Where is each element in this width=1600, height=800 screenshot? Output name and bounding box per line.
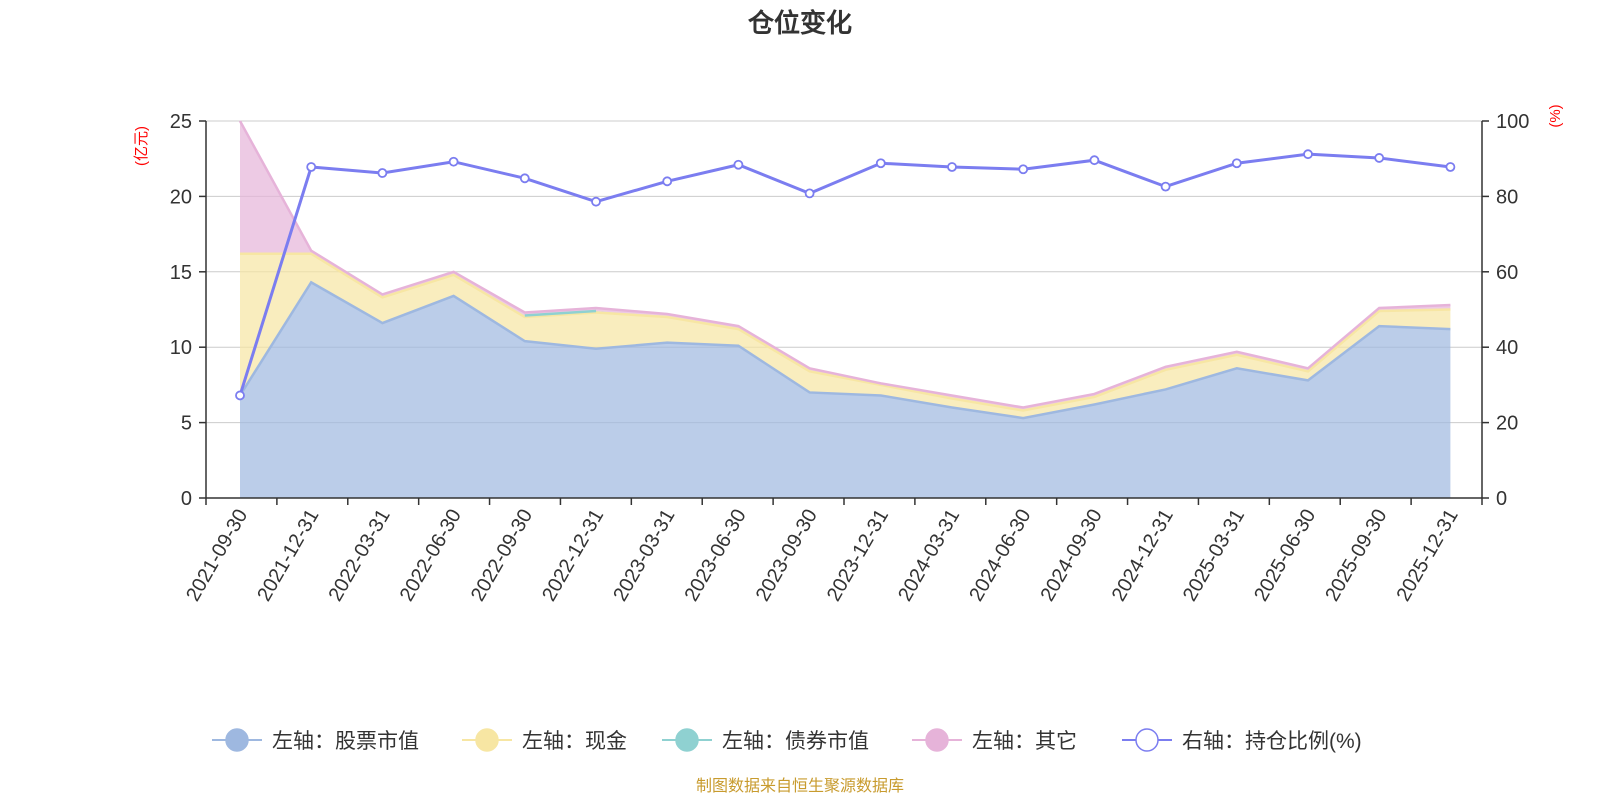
x-tick-label-2022-03-31: 2022-03-31 (325, 506, 395, 606)
ratio-point-2025-03-31 (1231, 158, 1242, 169)
ratio-line (235, 149, 1456, 401)
left-tick-label-15: 15 (170, 262, 192, 284)
ratio-line-path (238, 152, 1451, 396)
ratio-point-2021-09-30 (235, 390, 245, 401)
legend-item-stock[interactable]: 左轴：股票市值 (212, 728, 419, 753)
legend-label-bond: 左轴：债券市值 (722, 730, 869, 753)
legend-label-ratio: 右轴：持仓比例(%) (1182, 730, 1362, 753)
legend-item-bond[interactable]: 左轴：债券市值 (662, 728, 869, 753)
legend-item-cash[interactable]: 左轴：现金 (462, 728, 627, 753)
x-tick-label-2025-09-30: 2025-09-30 (1321, 506, 1391, 606)
ratio-point-2024-12-31 (1160, 181, 1171, 192)
legend-marker-bond (675, 728, 699, 752)
data-source: 制图数据来自恒生聚源数据库 (696, 777, 904, 795)
left-axis-unit: (亿元) (133, 126, 150, 166)
x-tick-label-2025-03-31: 2025-03-31 (1179, 506, 1249, 606)
x-tick-label-2021-09-30: 2021-09-30 (182, 506, 252, 606)
left-tick-label-5: 5 (181, 413, 192, 435)
ratio-point-2025-12-31 (1445, 162, 1456, 172)
x-tick-label-2023-12-31: 2023-12-31 (823, 506, 893, 606)
left-tick-label-10: 10 (170, 337, 192, 359)
line-cash (240, 252, 1451, 412)
legend-item-ratio[interactable]: 右轴：持仓比例(%) (1122, 728, 1362, 753)
x-tick-label-2023-06-30: 2023-06-30 (681, 506, 751, 606)
right-tick-label-60: 60 (1496, 262, 1518, 284)
legend-label-cash: 左轴：现金 (522, 730, 627, 753)
ratio-point-2021-12-31 (306, 162, 317, 172)
x-tick-label-2022-09-30: 2022-09-30 (467, 506, 537, 606)
ratio-point-2024-09-30 (1089, 155, 1100, 166)
legend-item-other[interactable]: 左轴：其它 (912, 728, 1077, 753)
left-tick-label-0: 0 (181, 488, 192, 510)
line-bond (524, 309, 597, 317)
legend-label-other: 左轴：其它 (972, 730, 1077, 753)
ratio-point-2023-12-31 (875, 158, 886, 169)
legend-marker-other (925, 728, 949, 752)
right-tick-label-40: 40 (1496, 337, 1518, 359)
x-tick-label-2022-06-30: 2022-06-30 (396, 505, 466, 605)
ratio-point-2022-12-31 (591, 196, 601, 207)
x-tick-label-2023-03-31: 2023-03-31 (609, 506, 679, 606)
x-tick-label-2022-12-31: 2022-12-31 (538, 506, 608, 606)
legend-label-stock: 左轴：股票市值 (272, 730, 419, 753)
left-tick-label-25: 25 (170, 111, 192, 133)
x-tick-label-2025-06-30: 2025-06-30 (1250, 506, 1320, 606)
right-tick-label-20: 20 (1496, 413, 1518, 435)
legend-marker-cash (475, 728, 499, 752)
ratio-point-2022-06-30 (448, 156, 459, 167)
x-tick-label-2023-09-30: 2023-09-30 (752, 506, 822, 606)
right-tick-label-0: 0 (1496, 488, 1507, 510)
x-tick-label-2024-09-30: 2024-09-30 (1037, 506, 1107, 606)
stacked-areas (238, 120, 1451, 498)
ratio-point-2022-09-30 (519, 173, 530, 184)
right-tick-label-100: 100 (1496, 111, 1529, 133)
line-stock (238, 280, 1451, 420)
x-tick-label-2024-06-30: 2024-06-30 (965, 506, 1035, 606)
left-tick-label-20: 20 (170, 186, 192, 208)
x-tick-label-2021-12-31: 2021-12-31 (253, 506, 323, 606)
right-tick-label-80: 80 (1496, 186, 1518, 208)
ratio-point-2022-03-31 (377, 168, 388, 178)
legend-marker-stock (225, 728, 249, 752)
x-tick-label-2025-12-31: 2025-12-31 (1393, 506, 1463, 606)
right-axis-unit: (%) (1547, 104, 1564, 127)
line-other (238, 120, 1451, 409)
area-stock (240, 282, 1451, 498)
ratio-point-2023-06-30 (733, 159, 744, 170)
ratio-point-2024-06-30 (1018, 164, 1029, 175)
x-tick-label-2024-03-31: 2024-03-31 (894, 506, 964, 606)
ratio-point-2023-09-30 (804, 188, 815, 199)
ratio-point-2024-03-31 (947, 162, 957, 172)
legend[interactable]: 左轴：股票市值 左轴：现金 左轴：债券市值 左轴：其它 右轴：持仓比例(%) (212, 728, 1362, 753)
x-tick-label-2024-12-31: 2024-12-31 (1108, 506, 1178, 606)
ratio-point-2025-09-30 (1374, 153, 1385, 163)
ratio-point-2023-03-31 (662, 176, 673, 187)
chart-title: 仓位变化 (747, 8, 852, 38)
legend-marker-ratio (1135, 728, 1159, 752)
ratio-point-2025-06-30 (1303, 149, 1313, 160)
